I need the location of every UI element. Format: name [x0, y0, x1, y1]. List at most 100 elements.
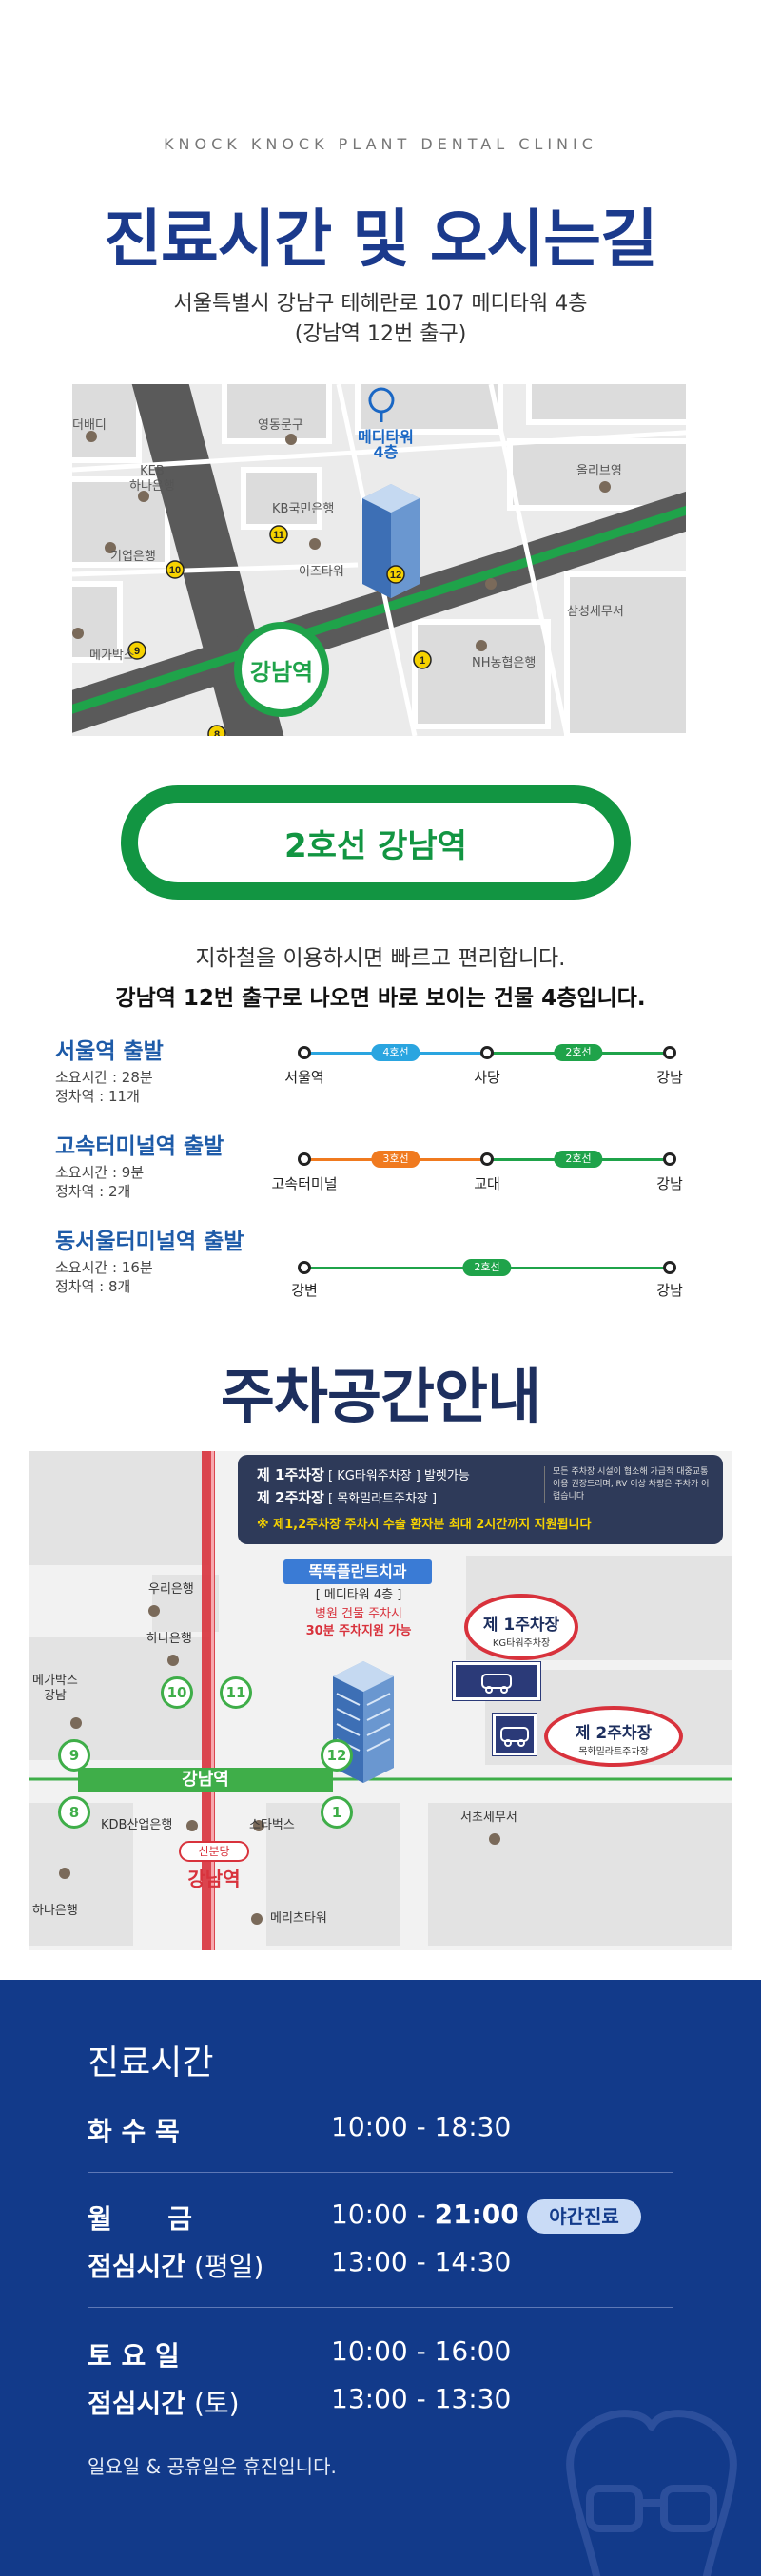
parking-map[interactable]: 제 1주차장 [ KG타워주차장 ] 발렛가능 제 2주차장 [ 목화밀라트주차…	[29, 1451, 732, 1950]
clinic-parking-line-2: 30분 주차지원 가능	[305, 1624, 412, 1638]
parking-lot-2-line: 제 2주차장 [ 목화밀라트주차장 ]	[257, 1487, 437, 1507]
line-badge: 2호선	[462, 1259, 512, 1276]
poi-dot	[186, 1820, 198, 1831]
intro-line-1: 지하철을 이용하시면 빠르고 편리합니다.	[195, 946, 566, 971]
page-title: 진료시간 및 오시는길	[104, 203, 657, 276]
location-map[interactable]: 9 10 11 12 1 8 더배디 영동문구 KEB 하나은행 KB국민은행 …	[72, 384, 686, 736]
line-badge: 2호선	[554, 1044, 603, 1061]
svg-text:11: 11	[273, 530, 284, 541]
stop-marker	[480, 1152, 494, 1166]
map-label-keb: KEB 하나은행	[129, 464, 175, 494]
svg-text:10: 10	[169, 565, 181, 576]
stop-name: 고속터미널	[271, 1175, 338, 1192]
route-name: 동서울터미널역 출발	[55, 1230, 244, 1254]
clinic-parking-line-1: 병원 건물 주차시	[315, 1607, 402, 1621]
exit-1: 1	[321, 1796, 353, 1829]
oval-1-sub: KG타워주차장	[492, 1638, 551, 1649]
parking-lot-1-line: 제 1주차장 [ KG타워주차장 ] 발렛가능	[257, 1464, 470, 1484]
intro-line-2: 강남역 12번 출구로 나오면 바로 보이는 건물 4층입니다.	[115, 986, 646, 1011]
gangnam-station-bar: 강남역	[78, 1768, 333, 1792]
stop-marker	[480, 1046, 494, 1059]
line-badge: 3호선	[371, 1151, 420, 1168]
hours-label-lunch-saturday: 점심시간 (토)	[88, 2383, 240, 2421]
exit-11: 11	[220, 1676, 252, 1709]
clinic-tag: 똑똑플란트치과	[283, 1559, 432, 1584]
map-label-ollibeu: 올리브영	[576, 464, 622, 478]
address: 서울특별시 강남구 테헤란로 107 메디타워 4층 (강남역 12번 출구)	[0, 289, 761, 350]
parking-lot-2-detail: [ 목화밀라트주차장 ]	[323, 1492, 438, 1506]
map-label-daebeo: 더배디	[72, 418, 107, 433]
poi-dot	[253, 1820, 264, 1831]
map-label-building: 메디타워 4층	[358, 428, 414, 461]
map-label-mega: 메가박스	[89, 649, 135, 663]
map-label-izu: 이즈타워	[299, 565, 344, 579]
exit-10: 10	[161, 1676, 193, 1709]
svg-text:1: 1	[420, 655, 425, 667]
hours-divider	[88, 2172, 673, 2173]
lunch-saturday-label: 점심시간	[88, 2388, 186, 2419]
hours-time-mon-fri-start: 10:00 -	[331, 2198, 435, 2230]
tooth-glasses-icon	[566, 2410, 737, 2576]
hours-label-lunch-weekday: 점심시간 (평일)	[88, 2246, 263, 2284]
map-label-samsung: 삼성세무서	[567, 605, 624, 619]
route-time: 소요시간 : 16분	[55, 1259, 153, 1276]
parking-title: 주차공간안내	[220, 1362, 541, 1431]
poi-dot	[70, 1717, 82, 1729]
exit-9: 9	[58, 1739, 90, 1772]
hours-time-mon-fri: 10:00 - 21:00	[331, 2198, 519, 2230]
oval-2-title: 제 2주차장	[575, 1724, 653, 1743]
parking-lot-1-car-icon	[452, 1661, 541, 1701]
oval-1-title: 제 1주차장	[482, 1616, 560, 1635]
poi-dot	[251, 1913, 263, 1925]
night-clinic-badge: 야간진료	[527, 2199, 641, 2234]
lunch-saturday-sub: (토)	[185, 2388, 240, 2419]
oval-2-sub: 목화밀라트주차장	[578, 1747, 649, 1757]
map-label-ibk: 기업은행	[110, 550, 156, 564]
stop-marker	[663, 1046, 676, 1059]
exit-8: 8	[58, 1796, 90, 1829]
route-express-terminal: 고속터미널역 출발 소요시간 : 9분 정차역 : 2개 3호선 2호선 고속터…	[55, 1128, 712, 1213]
stop-name: 강남	[656, 1069, 683, 1086]
stop-marker	[663, 1261, 676, 1274]
exit-12: 12	[321, 1739, 353, 1772]
sinbundang-gangnam-label: 강남역	[187, 1868, 241, 1890]
parking-lot-2-marker[interactable]: 제 2주차장 목화밀라트주차장	[544, 1706, 683, 1767]
poi-hana-bottom: 하나은행	[32, 1904, 78, 1918]
closed-note: 일요일 & 공휴일은 휴진입니다.	[88, 2455, 337, 2478]
stop-name: 강남	[656, 1175, 683, 1192]
svg-text:8: 8	[214, 729, 220, 736]
poi-hana-top: 하나은행	[146, 1632, 192, 1646]
poi-mega: 메가박스 강남	[32, 1674, 78, 1703]
gangnam-station-badge: 강남역	[234, 622, 329, 717]
hours-time-mon-fri-end: 21:00	[434, 2198, 519, 2230]
hours-time-saturday: 10:00 - 16:00	[331, 2335, 512, 2367]
clinic-floor: [ 메디타워 4층 ]	[315, 1588, 402, 1602]
parking-note: 모든 주차장 시설이 협소해 가급적 대중교통 이용 권장드리며, RV 이상 …	[544, 1466, 715, 1503]
parking-lot-1-marker[interactable]: 제 1주차장 KG타워주차장	[464, 1594, 578, 1660]
clinic-eyebrow: KNOCK KNOCK PLANT DENTAL CLINIC	[164, 135, 597, 153]
route-name: 고속터미널역 출발	[55, 1134, 224, 1159]
poi-meritz: 메리츠타워	[270, 1911, 327, 1926]
stop-name: 강변	[291, 1282, 318, 1299]
sinbundang-line-badge: 신분당	[179, 1841, 249, 1862]
line-badge: 2호선	[554, 1151, 603, 1168]
svg-text:12: 12	[390, 570, 401, 581]
route-stops: 정차역 : 2개	[55, 1183, 131, 1200]
stop-marker	[298, 1046, 311, 1059]
stop-marker	[298, 1152, 311, 1166]
map-label-nh: NH농협은행	[472, 656, 537, 670]
hours-label-mon-fri: 월 금	[88, 2203, 193, 2235]
route-seoul: 서울역 출발 소요시간 : 28분 정차역 : 11개 4호선 2호선 서울역 …	[55, 1033, 712, 1118]
map-label-yeongdong: 영동문구	[258, 418, 303, 433]
stop-marker	[663, 1152, 676, 1166]
stop-marker	[298, 1261, 311, 1274]
poi-seocho: 서초세무서	[460, 1811, 517, 1825]
poi-starbucks: 스타벅스	[249, 1818, 295, 1832]
station-pill: 2호선 강남역	[121, 785, 631, 900]
parking-lot-2-car-icon	[492, 1713, 537, 1756]
route-name: 서울역 출발	[55, 1039, 164, 1064]
route-stops: 정차역 : 8개	[55, 1278, 131, 1295]
poi-dot	[489, 1833, 500, 1845]
parking-lot-1-detail: [ KG타워주차장 ] 발렛가능	[323, 1469, 470, 1483]
lunch-weekday-sub: (평일)	[185, 2251, 264, 2282]
